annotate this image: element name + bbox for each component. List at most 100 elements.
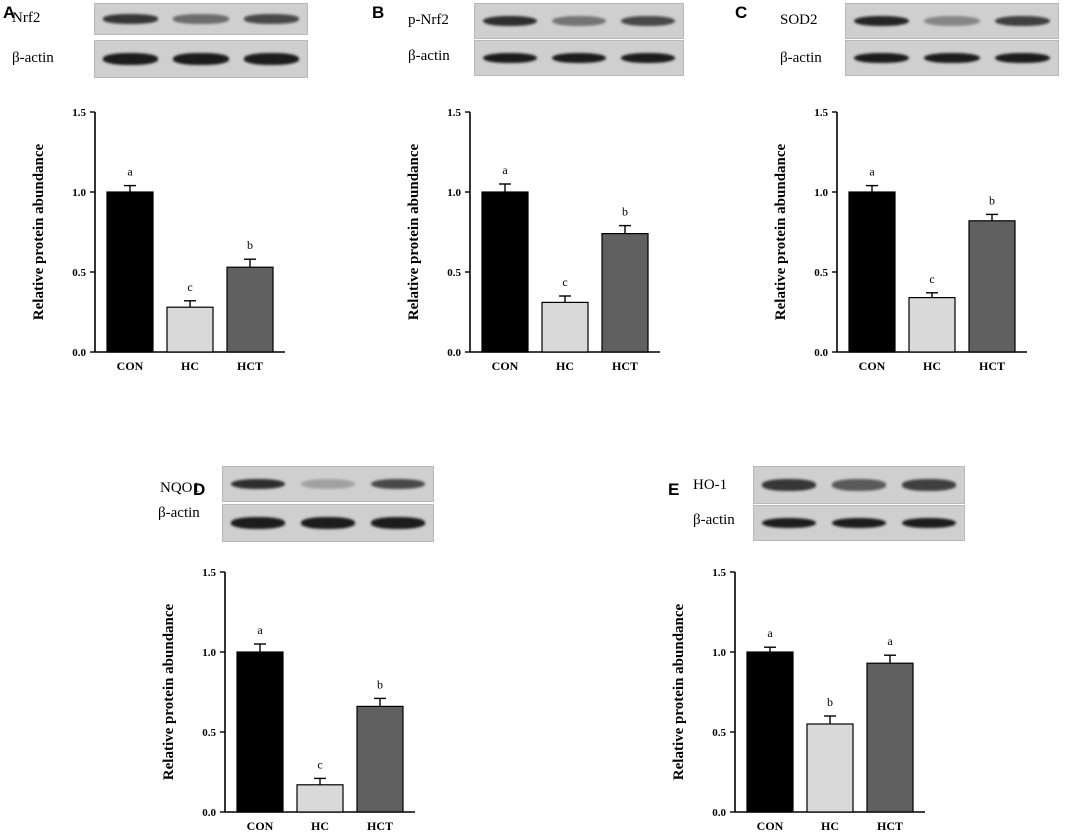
significance-letter: b [989, 193, 995, 207]
protein-label: Nrf2 [12, 10, 41, 26]
bar-chart: 0.0 0.5 1.0 1.5 Relative protein abundance a C… [671, 567, 925, 833]
significance-letter: a [887, 634, 893, 648]
bar-hct [226, 266, 274, 353]
protein-band [901, 479, 957, 491]
bar-hct [968, 220, 1016, 353]
x-tick-label: CON [247, 819, 274, 833]
y-tick-label: 1.5 [72, 107, 86, 119]
y-tick-label: 0.0 [712, 807, 726, 819]
panel-letter: D [193, 480, 206, 499]
y-axis-label: Relative protein abundance [31, 143, 47, 320]
significance-letter: a [127, 165, 133, 179]
actin-band [230, 517, 286, 529]
western-blot-actin [94, 40, 308, 78]
bar-chart: 0.0 0.5 1.0 1.5 Relative protein abundance a C… [773, 107, 1027, 373]
bar-con [848, 191, 896, 353]
x-tick-label: HCT [367, 819, 393, 833]
protein-band [853, 15, 909, 27]
x-tick-label: HC [181, 359, 199, 373]
y-tick-label: 0.0 [447, 347, 461, 359]
loading-control-label: β-actin [408, 48, 450, 64]
protein-band [230, 478, 286, 490]
actin-band [831, 517, 887, 529]
protein-band [482, 15, 537, 27]
bar-hct [356, 705, 404, 813]
x-tick-label: HCT [237, 359, 263, 373]
bar-con [106, 191, 154, 353]
y-tick-label: 0.5 [712, 727, 726, 739]
panel-letter: B [372, 3, 385, 22]
significance-letter: c [187, 280, 192, 294]
significance-letter: c [562, 275, 567, 289]
y-tick-label: 1.0 [72, 187, 86, 199]
protein-band [831, 479, 887, 491]
actin-band [621, 52, 676, 64]
actin-band [244, 53, 300, 65]
significance-letter: c [317, 757, 322, 771]
x-tick-label: HCT [979, 359, 1005, 373]
protein-band [995, 15, 1051, 27]
actin-band [173, 53, 229, 65]
protein-band [244, 14, 300, 24]
bar-hc [806, 723, 854, 813]
significance-letter: b [827, 695, 833, 709]
x-tick-label: HCT [612, 359, 638, 373]
loading-control-label: β-actin [158, 505, 200, 521]
bar-chart: 0.0 0.5 1.0 1.5 Relative protein abundance a C… [31, 107, 285, 373]
significance-letter: b [247, 238, 253, 252]
x-tick-label: CON [859, 359, 886, 373]
panel-letter: A [3, 3, 16, 22]
significance-letter: a [767, 626, 773, 640]
protein-band [551, 15, 607, 27]
y-tick-label: 1.0 [447, 187, 461, 199]
y-tick-label: 1.5 [202, 567, 216, 579]
significance-letter: b [377, 677, 383, 691]
y-axis-label: Relative protein abundance [161, 603, 177, 780]
bar-hc [166, 306, 214, 353]
y-tick-label: 0.0 [72, 347, 86, 359]
protein-band [300, 478, 356, 490]
bar-hct [866, 662, 914, 813]
significance-letter: a [257, 623, 263, 637]
loading-control-label: β-actin [12, 50, 54, 66]
bar-chart: 0.0 0.5 1.0 1.5 Relative protein abundance a C… [406, 107, 660, 373]
x-tick-label: HC [311, 819, 329, 833]
y-tick-label: 1.0 [202, 647, 216, 659]
western-blot-actin [753, 505, 965, 541]
actin-band [853, 52, 909, 64]
loading-control-label: β-actin [780, 50, 822, 66]
western-blot-protein [753, 466, 965, 504]
western-blot-actin [474, 40, 684, 76]
y-tick-label: 0.0 [814, 347, 828, 359]
western-blot-protein [845, 3, 1059, 39]
actin-band [370, 517, 426, 529]
bar-hc [296, 784, 344, 813]
bar-hct [601, 233, 649, 353]
x-tick-label: HC [923, 359, 941, 373]
protein-band [924, 15, 980, 27]
bar-con [236, 651, 284, 813]
x-tick-label: CON [117, 359, 144, 373]
protein-band [173, 14, 229, 24]
actin-band [551, 52, 607, 64]
western-blot-actin [222, 504, 434, 542]
y-tick-label: 1.5 [712, 567, 726, 579]
y-tick-label: 1.0 [712, 647, 726, 659]
western-blot-protein [94, 3, 308, 35]
protein-band [102, 14, 158, 24]
protein-label: SOD2 [780, 12, 818, 28]
bar-hc [908, 297, 956, 353]
y-tick-label: 0.5 [814, 267, 828, 279]
actin-band [901, 517, 957, 529]
y-tick-label: 0.5 [202, 727, 216, 739]
y-tick-label: 0.5 [72, 267, 86, 279]
bar-con [481, 191, 529, 353]
x-tick-label: CON [757, 819, 784, 833]
actin-band [995, 52, 1051, 64]
x-tick-label: HCT [877, 819, 903, 833]
bar-hc [541, 301, 589, 353]
y-axis-label: Relative protein abundance [671, 603, 687, 780]
significance-letter: b [622, 205, 628, 219]
y-tick-label: 1.0 [814, 187, 828, 199]
x-tick-label: HC [556, 359, 574, 373]
